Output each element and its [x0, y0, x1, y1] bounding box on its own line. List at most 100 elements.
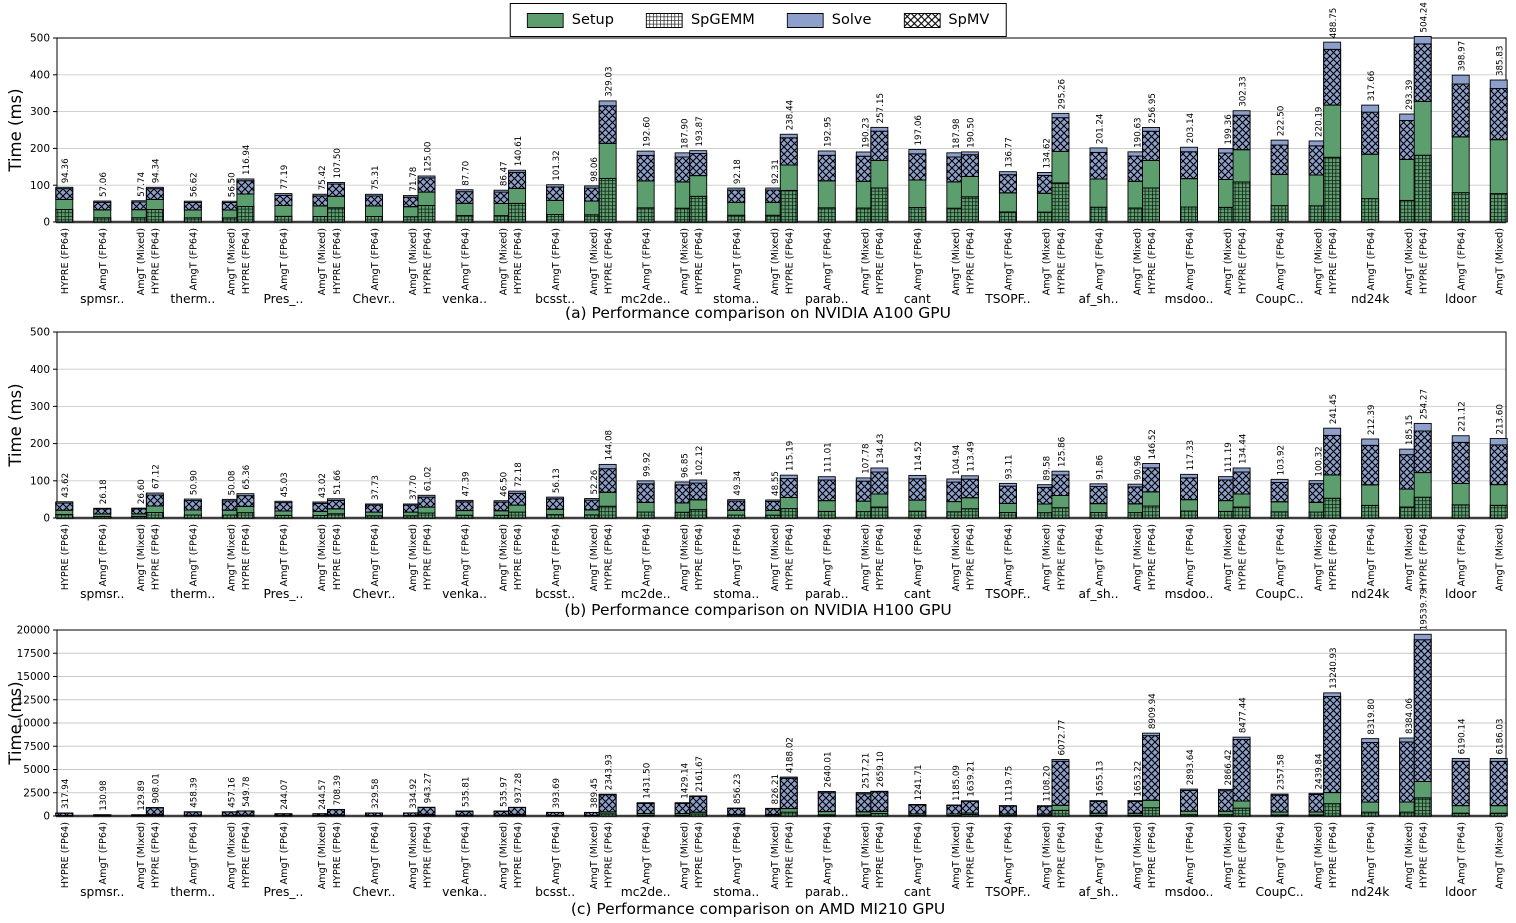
svg-text:HYPRE (FP64): HYPRE (FP64): [1237, 228, 1248, 294]
svg-text:AmgT (Mixed): AmgT (Mixed): [1404, 524, 1415, 591]
svg-text:HYPRE (FP64): HYPRE (FP64): [785, 524, 796, 590]
svg-text:AmgT (FP64): AmgT (FP64): [1366, 822, 1377, 885]
bar-msdoo..-AmgT (FP64): [1180, 473, 1198, 519]
bar-Pres_..-HYPRE (FP64): [236, 178, 255, 223]
svg-text:102.12: 102.12: [695, 446, 705, 476]
bar-msdoo..-HYPRE (FP64): [1142, 463, 1160, 519]
svg-text:96.85: 96.85: [680, 453, 690, 478]
svg-text:90.96: 90.96: [1133, 455, 1143, 480]
bar-msdoo..-AmgT (FP64): [1180, 146, 1198, 223]
svg-text:HYPRE (FP64): HYPRE (FP64): [422, 822, 433, 888]
svg-text:AmgT (Mixed): AmgT (Mixed): [1313, 524, 1324, 591]
svg-text:46.50: 46.50: [499, 472, 509, 497]
svg-text:HYPRE (FP64): HYPRE (FP64): [513, 228, 524, 294]
spgemm-hatch-swatch-icon: [645, 12, 683, 28]
bar-CoupC..-AmgT (FP64): [1270, 793, 1289, 817]
svg-text:AmgT (Mixed): AmgT (Mixed): [1313, 228, 1324, 295]
svg-text:98.06: 98.06: [590, 157, 600, 182]
svg-text:Pres_..: Pres_..: [263, 587, 303, 601]
svg-text:125.00: 125.00: [423, 142, 433, 172]
svg-text:26.18: 26.18: [99, 479, 109, 504]
bar-af_sh..-HYPRE (FP64): [1051, 759, 1070, 817]
svg-text:535.81: 535.81: [461, 777, 471, 807]
svg-text:111.01: 111.01: [824, 442, 834, 472]
svg-text:nd24k: nd24k: [1351, 292, 1390, 306]
svg-text:334.92: 334.92: [409, 778, 419, 808]
svg-text:CoupC..: CoupC..: [1256, 292, 1304, 306]
svg-text:504.24: 504.24: [1420, 2, 1430, 33]
legend-label-spgemm: SpGEMM: [690, 12, 755, 28]
svg-text:stoma..: stoma..: [713, 292, 759, 306]
svg-text:HYPRE (FP64): HYPRE (FP64): [151, 524, 162, 590]
subplot-b-caption: (b) Performance comparison on NVIDIA H10…: [564, 601, 952, 619]
svg-text:8909.94: 8909.94: [1148, 693, 1158, 729]
bar-Chevr..-AmgT (FP64): [365, 503, 383, 519]
bar-therm..-HYPRE (FP64): [145, 492, 164, 519]
svg-text:56.13: 56.13: [552, 468, 562, 493]
svg-text:192.60: 192.60: [642, 117, 652, 147]
bar-nd24k-AmgT (FP64): [1361, 438, 1380, 519]
svg-text:AmgT (Mixed): AmgT (Mixed): [1042, 228, 1053, 295]
svg-text:56.50: 56.50: [228, 172, 238, 197]
svg-text:2439.84: 2439.84: [1314, 753, 1324, 789]
svg-text:HYPRE (FP64): HYPRE (FP64): [1147, 228, 1158, 294]
bar-nd24k-HYPRE (FP64): [1323, 41, 1342, 223]
bar-TSOPF..-AmgT (Mixed): [1036, 484, 1055, 519]
svg-text:26.60: 26.60: [137, 479, 147, 504]
svg-text:535.97: 535.97: [499, 777, 509, 807]
svg-text:AmgT (FP64): AmgT (FP64): [189, 228, 200, 291]
svg-text:AmgT (Mixed): AmgT (Mixed): [408, 228, 419, 295]
svg-text:AmgT (Mixed): AmgT (Mixed): [227, 228, 238, 295]
svg-text:HYPRE (FP64): HYPRE (FP64): [603, 524, 614, 590]
svg-text:HYPRE (FP64): HYPRE (FP64): [1147, 822, 1158, 888]
svg-text:AmgT (Mixed): AmgT (Mixed): [1313, 822, 1324, 889]
svg-text:AmgT (Mixed): AmgT (Mixed): [1042, 524, 1053, 591]
bar-TSOPF..-HYPRE (FP64): [960, 800, 979, 817]
svg-text:185.15: 185.15: [1405, 415, 1415, 445]
svg-text:HYPRE (FP64): HYPRE (FP64): [785, 228, 796, 294]
svg-text:8477.44: 8477.44: [1238, 697, 1248, 733]
svg-text:199.36: 199.36: [1224, 114, 1234, 144]
svg-text:AmgT (FP64): AmgT (FP64): [370, 822, 381, 885]
svg-text:37.70: 37.70: [409, 475, 419, 500]
spmv-crosshatch-swatch-icon: [903, 12, 941, 28]
svg-text:2500: 2500: [23, 787, 50, 799]
svg-text:AmgT (FP64): AmgT (FP64): [1457, 822, 1468, 885]
svg-text:HYPRE (FP64): HYPRE (FP64): [60, 228, 71, 294]
svg-text:spmsr..: spmsr..: [80, 587, 124, 601]
svg-text:AmgT (FP64): AmgT (FP64): [551, 228, 562, 291]
svg-text:8384.06: 8384.06: [1405, 698, 1415, 734]
svg-text:134.44: 134.44: [1238, 433, 1248, 464]
bar-msdoo..-HYPRE (FP64): [1142, 732, 1160, 817]
bar-ldoor-HYPRE (FP64): [1413, 633, 1432, 817]
svg-text:6072.77: 6072.77: [1057, 720, 1067, 756]
svg-text:HYPRE (FP64): HYPRE (FP64): [1237, 524, 1248, 590]
bar-spmsr..-HYPRE (FP64): [55, 812, 74, 817]
svg-text:AmgT (Mixed): AmgT (Mixed): [1495, 524, 1506, 591]
bar-stoma..-HYPRE (FP64): [689, 479, 708, 519]
svg-text:708.39: 708.39: [333, 775, 343, 805]
bar-ldoor-AmgT (FP64): [1451, 74, 1470, 223]
bar-af_sh..-AmgT (Mixed): [1127, 151, 1146, 223]
svg-text:187.90: 187.90: [680, 118, 690, 148]
svg-text:AmgT (Mixed): AmgT (Mixed): [1132, 524, 1143, 591]
svg-text:134.43: 134.43: [876, 434, 886, 464]
svg-text:1108.20: 1108.20: [1043, 766, 1053, 802]
svg-text:1653.22: 1653.22: [1133, 761, 1143, 797]
svg-text:HYPRE (FP64): HYPRE (FP64): [1056, 822, 1067, 888]
svg-text:HYPRE (FP64): HYPRE (FP64): [422, 228, 433, 294]
legend: Setup SpGEMM Solve SpMV: [509, 3, 1007, 37]
svg-text:AmgT (FP64): AmgT (FP64): [551, 524, 562, 587]
svg-text:43.62: 43.62: [61, 473, 71, 498]
svg-text:114.52: 114.52: [914, 441, 924, 471]
svg-text:HYPRE (FP64): HYPRE (FP64): [875, 822, 886, 888]
svg-text:193.87: 193.87: [695, 116, 705, 146]
bar-spmsr..-AmgT (FP64): [93, 200, 112, 223]
bar-bcsst..-AmgT (FP64): [546, 184, 565, 223]
svg-text:Chevr..: Chevr..: [352, 587, 395, 601]
bar-venka..-AmgT (Mixed): [493, 189, 512, 223]
svg-text:AmgT (Mixed): AmgT (Mixed): [1404, 822, 1415, 889]
svg-text:92.18: 92.18: [733, 159, 743, 184]
svg-text:48.55: 48.55: [771, 471, 781, 496]
